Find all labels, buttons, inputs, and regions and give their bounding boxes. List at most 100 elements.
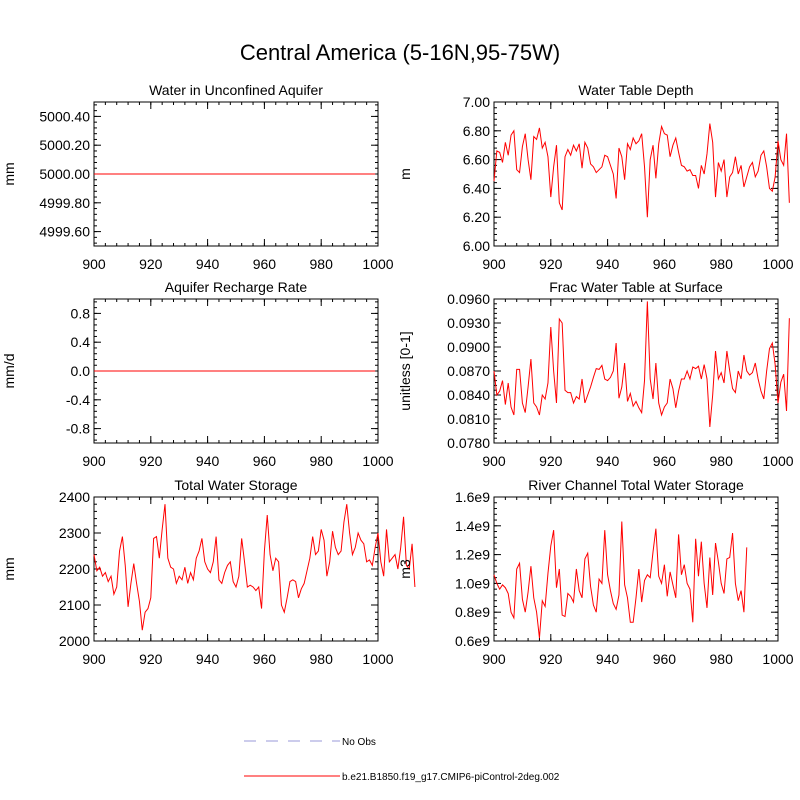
series-line bbox=[93, 504, 416, 631]
panel-title: River Channel Total Water Storage bbox=[528, 477, 744, 493]
x-tick-label: 980 bbox=[310, 256, 334, 272]
y-tick-label: 0.6e9 bbox=[455, 633, 490, 649]
x-tick-label: 940 bbox=[596, 453, 620, 469]
x-tick-label: 980 bbox=[710, 256, 734, 272]
legend-label: b.e21.B1850.f19_g17.CMIP6-piControl-2deg… bbox=[342, 772, 560, 783]
y-tick-label: 0.0900 bbox=[447, 339, 490, 355]
panel-title: Frac Water Table at Surface bbox=[549, 279, 723, 295]
y-tick-label: 2100 bbox=[59, 597, 90, 613]
series-line bbox=[493, 521, 748, 639]
panel-5: Total Water Storage 900 920 940 960 980 1000 20… bbox=[1, 477, 416, 667]
y-tick-label: 5000.40 bbox=[39, 108, 90, 124]
x-tick-label: 920 bbox=[539, 256, 563, 272]
y-axis-label: mm bbox=[1, 557, 17, 580]
y-tick-label: 0.0780 bbox=[447, 435, 490, 451]
x-tick-label: 980 bbox=[710, 651, 734, 667]
panel-2: Water Table Depth 900 920 940 960 980 1000 6.00… bbox=[397, 82, 794, 272]
plot-frame bbox=[493, 496, 779, 642]
x-tick-label: 980 bbox=[310, 651, 334, 667]
y-tick-label: 2400 bbox=[59, 489, 90, 505]
y-tick-label: 4999.80 bbox=[39, 195, 90, 211]
x-tick-label: 960 bbox=[253, 651, 277, 667]
x-tick-label: 940 bbox=[196, 256, 220, 272]
y-tick-label: 0.0870 bbox=[447, 363, 490, 379]
y-tick-label: 6.60 bbox=[463, 152, 490, 168]
x-tick-label: 940 bbox=[196, 651, 220, 667]
y-tick-label: 6.20 bbox=[463, 209, 490, 225]
x-tick-label: 900 bbox=[482, 453, 506, 469]
y-tick-label: 0.8 bbox=[71, 305, 91, 321]
panel-3: Aquifer Recharge Rate 900 920 940 960 980 1000… bbox=[1, 279, 394, 469]
x-tick-label: 940 bbox=[596, 256, 620, 272]
panel-title: Aquifer Recharge Rate bbox=[165, 279, 308, 295]
y-axis-label: mm/d bbox=[1, 354, 17, 389]
y-tick-label: 0.0810 bbox=[447, 411, 490, 427]
y-tick-label: 1.2e9 bbox=[455, 547, 490, 563]
y-tick-label: 4999.60 bbox=[39, 224, 90, 240]
plot-frame bbox=[93, 496, 379, 642]
y-tick-label: 0.0840 bbox=[447, 387, 490, 403]
y-tick-label: -0.8 bbox=[66, 421, 90, 437]
x-tick-label: 960 bbox=[653, 453, 677, 469]
x-tick-label: 1000 bbox=[762, 651, 793, 667]
y-tick-label: 2000 bbox=[59, 633, 90, 649]
x-tick-label: 980 bbox=[310, 453, 334, 469]
y-tick-label: 0.4 bbox=[71, 334, 91, 350]
x-tick-label: 900 bbox=[82, 453, 106, 469]
x-tick-label: 960 bbox=[653, 256, 677, 272]
y-axis-label: m3 bbox=[397, 559, 413, 579]
legend-label: No Obs bbox=[342, 737, 376, 748]
x-tick-label: 920 bbox=[539, 651, 563, 667]
legend: No Obs b.e21.B1850.f19_g17.CMIP6-piContro… bbox=[244, 737, 560, 783]
y-tick-label: 2200 bbox=[59, 561, 90, 577]
y-tick-label: 5000.00 bbox=[39, 166, 90, 182]
panel-title: Total Water Storage bbox=[174, 477, 297, 493]
x-tick-label: 920 bbox=[139, 453, 163, 469]
x-tick-label: 900 bbox=[482, 651, 506, 667]
x-tick-label: 1000 bbox=[362, 453, 393, 469]
y-tick-label: 6.00 bbox=[463, 238, 490, 254]
y-tick-label: 1.0e9 bbox=[455, 575, 490, 591]
x-tick-label: 960 bbox=[253, 256, 277, 272]
figure-title: Central America (5-16N,95-75W) bbox=[239, 40, 561, 65]
y-tick-label: 7.00 bbox=[463, 94, 490, 110]
y-tick-label: 0.0930 bbox=[447, 315, 490, 331]
y-tick-label: 5000.20 bbox=[39, 137, 90, 153]
x-tick-label: 920 bbox=[539, 453, 563, 469]
panel-6: River Channel Total Water Storage 900 920 9… bbox=[397, 477, 794, 667]
plot-frame bbox=[493, 101, 779, 247]
y-tick-label: 1.4e9 bbox=[455, 518, 490, 534]
y-tick-label: 2300 bbox=[59, 525, 90, 541]
y-tick-label: 6.40 bbox=[463, 180, 490, 196]
x-tick-label: 1000 bbox=[362, 256, 393, 272]
y-tick-label: 0.0960 bbox=[447, 291, 490, 307]
x-tick-label: 960 bbox=[653, 651, 677, 667]
x-tick-label: 1000 bbox=[362, 651, 393, 667]
panel-1: Water in Unconfined Aquifer 900 920 940 960 9… bbox=[1, 82, 394, 272]
x-tick-label: 980 bbox=[710, 453, 734, 469]
x-tick-label: 900 bbox=[82, 256, 106, 272]
y-tick-label: 0.0 bbox=[71, 363, 91, 379]
y-axis-label: unitless [0-1] bbox=[397, 331, 413, 410]
y-tick-label: 1.6e9 bbox=[455, 489, 490, 505]
series-line bbox=[493, 301, 790, 428]
x-tick-label: 1000 bbox=[762, 256, 793, 272]
x-tick-label: 900 bbox=[482, 256, 506, 272]
y-tick-label: 6.80 bbox=[463, 123, 490, 139]
x-tick-label: 920 bbox=[139, 651, 163, 667]
x-tick-label: 940 bbox=[596, 651, 620, 667]
y-axis-label: m bbox=[397, 168, 413, 180]
x-tick-label: 920 bbox=[139, 256, 163, 272]
x-tick-label: 940 bbox=[196, 453, 220, 469]
x-tick-label: 900 bbox=[82, 651, 106, 667]
plot-frame bbox=[493, 298, 779, 444]
panel-title: Water in Unconfined Aquifer bbox=[149, 82, 323, 98]
panel-4: Frac Water Table at Surface 900 920 940 960 9… bbox=[397, 279, 794, 469]
y-tick-label: 0.8e9 bbox=[455, 604, 490, 620]
x-tick-label: 1000 bbox=[762, 453, 793, 469]
y-tick-label: -0.4 bbox=[66, 392, 90, 408]
y-axis-label: mm bbox=[1, 162, 17, 185]
x-tick-label: 960 bbox=[253, 453, 277, 469]
panel-title: Water Table Depth bbox=[578, 82, 693, 98]
